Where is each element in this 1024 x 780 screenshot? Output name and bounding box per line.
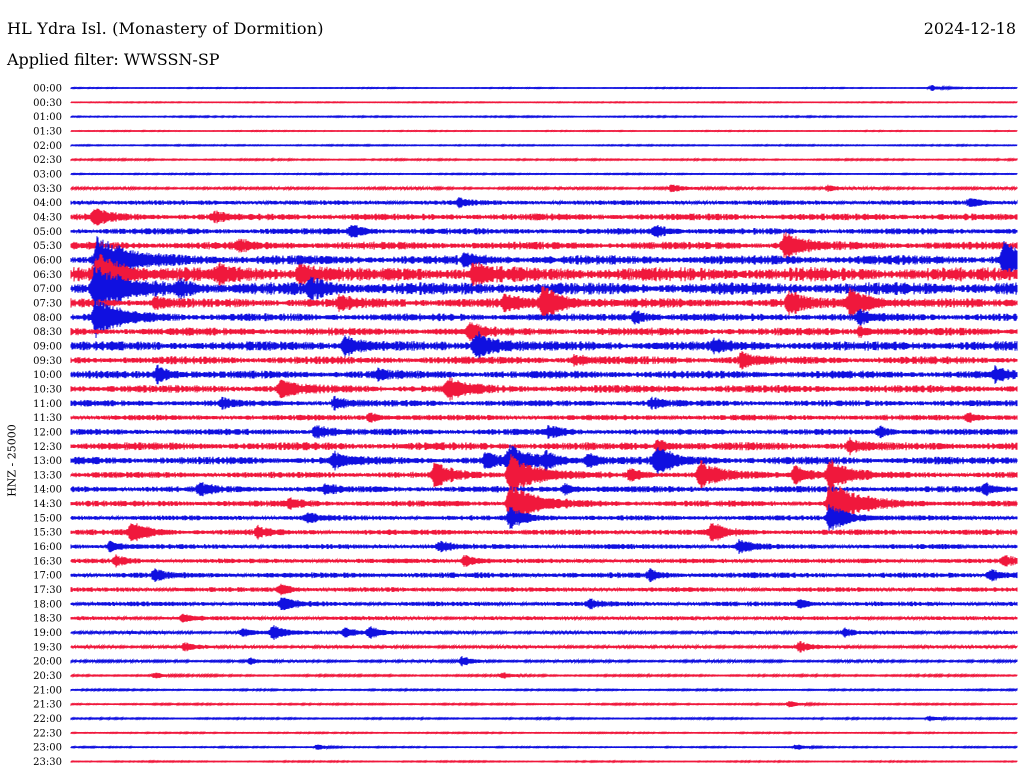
time-tick-label: 12:00 <box>33 427 62 438</box>
time-tick-label: 04:30 <box>33 212 62 223</box>
time-tick-label: 19:00 <box>33 628 62 639</box>
seismic-traces <box>70 85 1018 764</box>
time-tick-label: 05:00 <box>33 227 62 238</box>
time-tick-label: 08:30 <box>33 327 62 338</box>
time-tick-label: 21:30 <box>33 700 62 711</box>
station-title: HL Ydra Isl. (Monastery of Dormition) <box>7 19 324 38</box>
time-tick-label: 14:30 <box>33 499 62 510</box>
time-tick-label: 17:00 <box>33 571 62 582</box>
time-tick-label: 19:30 <box>33 642 62 653</box>
time-tick-label: 09:00 <box>33 341 62 352</box>
time-tick-label: 22:00 <box>33 714 62 725</box>
time-tick-label: 10:30 <box>33 384 62 395</box>
time-tick-label: 04:00 <box>33 198 62 209</box>
time-tick-label: 09:30 <box>33 356 62 367</box>
time-tick-label: 13:30 <box>33 470 62 481</box>
time-tick-label: 12:30 <box>33 442 62 453</box>
time-tick-label: 15:00 <box>33 513 62 524</box>
time-tick-label: 01:30 <box>33 126 62 137</box>
time-tick-label: 11:30 <box>33 413 62 424</box>
time-tick-label: 21:00 <box>33 685 62 696</box>
time-tick-label: 18:30 <box>33 614 62 625</box>
time-tick-label: 10:00 <box>33 370 62 381</box>
time-tick-label: 08:00 <box>33 313 62 324</box>
time-tick-label: 07:30 <box>33 298 62 309</box>
time-tick-label: 02:00 <box>33 141 62 152</box>
time-tick-label: 01:00 <box>33 112 62 123</box>
time-tick-label: 00:30 <box>33 98 62 109</box>
time-tick-label: 23:30 <box>33 757 62 768</box>
time-tick-label: 23:00 <box>33 743 62 754</box>
time-tick-label: 20:00 <box>33 657 62 668</box>
time-tick-label: 07:00 <box>33 284 62 295</box>
time-tick-label: 13:00 <box>33 456 62 467</box>
time-tick-label: 15:30 <box>33 528 62 539</box>
time-tick-label: 06:30 <box>33 270 62 281</box>
time-tick-label: 03:00 <box>33 169 62 180</box>
time-tick-label: 16:30 <box>33 556 62 567</box>
time-tick-label: 20:30 <box>33 671 62 682</box>
date-label: 2024-12-18 <box>923 19 1016 38</box>
time-tick-label: 16:00 <box>33 542 62 553</box>
time-tick-label: 14:00 <box>33 485 62 496</box>
time-tick-labels: 00:00 00:30 01:00 01:30 02:00 02:30 03:00 03:30… <box>33 84 62 769</box>
time-tick-label: 22:30 <box>33 728 62 739</box>
time-tick-label: 18:00 <box>33 599 62 610</box>
time-tick-label: 06:00 <box>33 255 62 266</box>
time-tick-label: 05:30 <box>33 241 62 252</box>
time-tick-label: 03:30 <box>33 184 62 195</box>
time-tick-label: 11:00 <box>33 399 62 410</box>
time-tick-label: 00:00 <box>33 84 62 95</box>
time-tick-label: 02:30 <box>33 155 62 166</box>
time-tick-label: 17:30 <box>33 585 62 596</box>
filter-label: Applied filter: WWSSN-SP <box>7 50 220 69</box>
filter-prefix: Applied filter: <box>7 50 124 69</box>
filter-name: WWSSN-SP <box>123 50 220 69</box>
